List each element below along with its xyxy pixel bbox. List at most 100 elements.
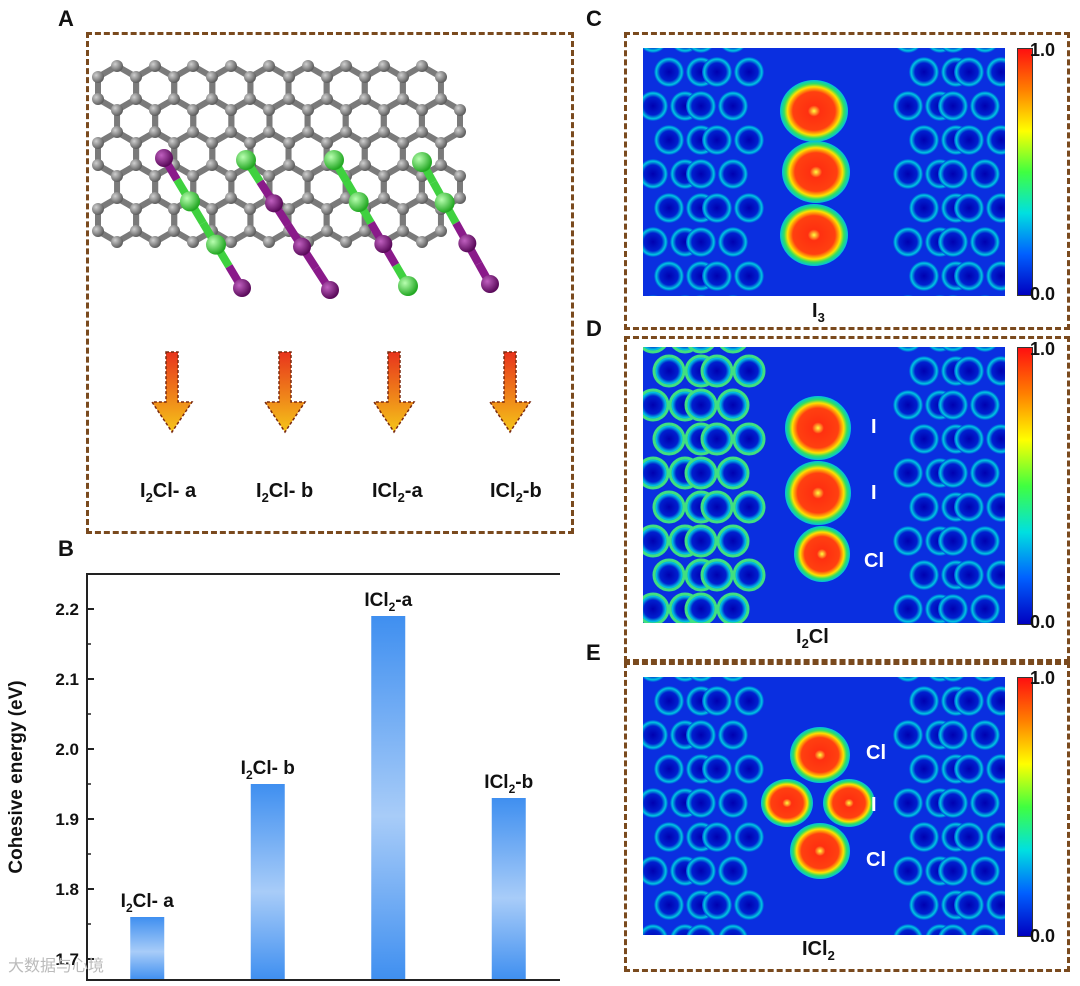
panel-letter-c: C xyxy=(586,6,602,31)
colorbar-e-min: 0.0 xyxy=(1030,926,1056,946)
bar xyxy=(250,784,285,980)
bar-label: ICl2-a xyxy=(364,590,412,614)
carbon-atom xyxy=(397,71,409,83)
lattice-ring xyxy=(643,856,668,886)
colorbar-e xyxy=(1017,677,1033,937)
carbon-atom xyxy=(244,203,256,215)
lattice-ring xyxy=(702,57,732,87)
lattice-ring xyxy=(893,91,923,121)
arrows-layer xyxy=(150,351,532,434)
arrow-down-icon xyxy=(263,351,307,434)
lattice-ring xyxy=(970,788,1000,818)
carbon-atom xyxy=(416,192,428,204)
carbon-atom xyxy=(130,225,142,237)
lattice-ring xyxy=(686,924,716,935)
carbon-atom xyxy=(225,126,237,138)
carbon-atom xyxy=(168,203,180,215)
lattice-ring xyxy=(727,295,739,296)
carbon-atom xyxy=(149,126,161,138)
lattice-ring xyxy=(718,856,748,886)
lattice-ring xyxy=(954,424,984,454)
carbon-atom xyxy=(244,137,256,149)
lattice-ring xyxy=(654,890,684,920)
lattice-ring xyxy=(734,193,764,223)
lattice-ring xyxy=(700,558,734,592)
atom-label-e-3: Cl xyxy=(866,849,886,871)
chlorine-atom xyxy=(412,152,432,172)
lattice-ring xyxy=(684,592,718,623)
y-tick-label: 1.9 xyxy=(55,810,79,829)
colorbar-c xyxy=(1017,48,1033,296)
lattice-ring xyxy=(986,822,1005,852)
lattice-ring xyxy=(716,456,750,490)
bar xyxy=(130,917,165,980)
carbon-atom xyxy=(263,126,275,138)
lattice-ring xyxy=(986,424,1005,454)
carbon-atom xyxy=(359,137,371,149)
iodine-atom xyxy=(233,279,251,297)
carbon-atom xyxy=(263,104,275,116)
carbon-atom xyxy=(187,170,199,182)
carbon-atom xyxy=(225,192,237,204)
lattice-ring xyxy=(986,356,1005,386)
atom-label-d-1: I xyxy=(871,416,877,438)
lattice-ring xyxy=(954,754,984,784)
carbon-atom xyxy=(416,60,428,72)
carbon-atom xyxy=(378,60,390,72)
colorbar-d xyxy=(1017,347,1033,625)
lattice-ring xyxy=(689,48,713,53)
y-tick-label: 1.7 xyxy=(55,950,79,969)
lattice-ring xyxy=(700,354,734,388)
iodine-atom xyxy=(155,149,173,167)
carbon-atom xyxy=(435,93,447,105)
carbon-atom xyxy=(416,104,428,116)
lattice-ring xyxy=(643,388,670,422)
lattice-ring xyxy=(689,677,713,682)
carbon-atom xyxy=(263,60,275,72)
carbon-atom xyxy=(149,236,161,248)
colorbar-e-max: 1.0 xyxy=(1030,668,1056,688)
chlorine-atom xyxy=(348,192,369,212)
lattice-ring xyxy=(909,890,939,920)
lattice-ring xyxy=(732,422,766,456)
carbon-atom xyxy=(283,93,295,105)
lattice-ring xyxy=(938,594,968,623)
caption-c: I3 xyxy=(812,300,825,325)
lattice-ring xyxy=(643,159,668,189)
lattice-ring xyxy=(721,48,745,53)
lattice-ring xyxy=(643,924,668,935)
carbon-atom xyxy=(130,71,142,83)
iodine-atom xyxy=(321,281,339,299)
lattice-ring xyxy=(938,227,968,257)
carbon-atom xyxy=(435,71,447,83)
lattice-ring xyxy=(986,125,1005,155)
lattice-ring xyxy=(700,490,734,524)
lattice-ring xyxy=(896,347,920,352)
colorbar-d-max: 1.0 xyxy=(1030,339,1056,359)
lattice-ring xyxy=(934,295,946,296)
charge-lobe xyxy=(823,779,875,827)
lattice-ring xyxy=(973,677,997,682)
carbon-atom xyxy=(321,225,333,237)
lattice-ring xyxy=(938,390,968,420)
carbon-atom xyxy=(378,170,390,182)
lattice-ring xyxy=(986,57,1005,87)
carbon-atom xyxy=(378,126,390,138)
charge-lobe xyxy=(785,396,851,460)
carbon-atom xyxy=(225,236,237,248)
panel-c-frame xyxy=(624,32,1070,330)
lattice-ring xyxy=(684,524,718,558)
lattice-ring xyxy=(893,594,923,623)
carbon-atom xyxy=(206,159,218,171)
atom-label-d-3: Cl xyxy=(864,550,884,572)
lattice-ring xyxy=(986,686,1005,716)
lattice-ring xyxy=(643,48,665,53)
carbon-atom xyxy=(130,159,142,171)
lattice-ring xyxy=(716,388,750,422)
carbon-atom xyxy=(168,71,180,83)
carbon-atom xyxy=(321,137,333,149)
carbon-atom xyxy=(283,203,295,215)
y-tick-label: 1.8 xyxy=(55,880,79,899)
carbon-atom xyxy=(435,137,447,149)
lattice-ring xyxy=(893,390,923,420)
